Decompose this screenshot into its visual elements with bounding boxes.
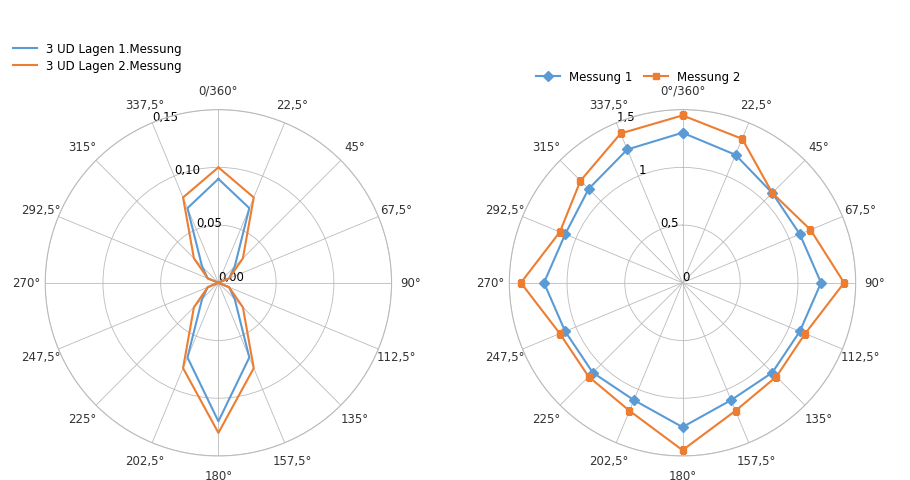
Legend: 3 UD Lagen 1.Messung, 3 UD Lagen 2.Messung: 3 UD Lagen 1.Messung, 3 UD Lagen 2.Messu… (10, 39, 186, 77)
3 UD Lagen 1.Messung (229, 297, 240, 302)
3 UD Lagen 1.Messung (213, 419, 224, 424)
3 UD Lagen 2.Messung (213, 280, 224, 286)
3 UD Lagen 1.Messung (213, 280, 224, 286)
3 UD Lagen 2.Messung (188, 256, 199, 262)
Messung 2 (515, 280, 526, 286)
Messung 2 (583, 374, 594, 380)
3 UD Lagen 2.Messung (238, 305, 248, 311)
3 UD Lagen 1.Messung (224, 285, 235, 290)
Line: 3 UD Lagen 1.Messung: 3 UD Lagen 1.Messung (187, 180, 249, 421)
Messung 1 (539, 280, 550, 286)
Messung 1 (622, 147, 632, 153)
3 UD Lagen 1.Messung (213, 280, 224, 286)
3 UD Lagen 2.Messung (213, 165, 224, 171)
3 UD Lagen 1.Messung (202, 285, 213, 290)
Messung 2 (624, 408, 635, 414)
3 UD Lagen 1.Messung (224, 276, 235, 282)
Messung 1 (794, 329, 805, 335)
3 UD Lagen 1.Messung (197, 297, 207, 302)
Messung 2 (730, 408, 741, 414)
Messung 1 (677, 424, 688, 430)
Messung 1 (815, 280, 826, 286)
Messung 1 (560, 232, 571, 238)
3 UD Lagen 1.Messung (182, 206, 193, 212)
3 UD Lagen 2.Messung (213, 430, 224, 436)
Messung 1 (767, 191, 778, 196)
Messung 1 (677, 131, 688, 136)
Messung 1 (587, 370, 598, 376)
Messung 2 (737, 137, 748, 143)
3 UD Lagen 2.Messung (224, 285, 235, 290)
Line: Messung 2: Messung 2 (518, 113, 847, 454)
3 UD Lagen 2.Messung (238, 256, 248, 262)
Messung 1 (730, 153, 741, 158)
Legend: Messung 1, Messung 2: Messung 1, Messung 2 (532, 67, 744, 87)
3 UD Lagen 2.Messung (177, 365, 188, 371)
3 UD Lagen 2.Messung (248, 365, 259, 371)
3 UD Lagen 1.Messung (213, 177, 224, 182)
Messung 1 (677, 131, 688, 136)
3 UD Lagen 1.Messung (182, 355, 193, 360)
3 UD Lagen 1.Messung (213, 177, 224, 182)
3 UD Lagen 2.Messung (202, 285, 213, 290)
Messung 1 (767, 370, 778, 376)
3 UD Lagen 2.Messung (224, 276, 235, 282)
Messung 2 (677, 113, 688, 119)
3 UD Lagen 2.Messung (248, 195, 259, 201)
Messung 1 (560, 329, 571, 335)
3 UD Lagen 2.Messung (213, 165, 224, 171)
3 UD Lagen 2.Messung (213, 280, 224, 286)
Messung 2 (554, 331, 565, 337)
Messung 2 (615, 132, 626, 137)
3 UD Lagen 1.Messung (244, 355, 255, 360)
3 UD Lagen 1.Messung (197, 264, 207, 270)
3 UD Lagen 1.Messung (229, 264, 240, 270)
3 UD Lagen 2.Messung (177, 195, 188, 201)
Messung 2 (575, 179, 586, 184)
3 UD Lagen 2.Messung (188, 305, 199, 311)
Messung 2 (767, 191, 778, 196)
Messung 2 (771, 374, 782, 380)
Messung 2 (805, 228, 816, 233)
Line: 3 UD Lagen 2.Messung: 3 UD Lagen 2.Messung (183, 168, 254, 433)
Messung 1 (583, 187, 594, 192)
Messung 2 (677, 113, 688, 119)
Messung 1 (794, 232, 805, 238)
Line: Messung 1: Messung 1 (541, 130, 824, 431)
3 UD Lagen 2.Messung (202, 276, 213, 282)
Messung 2 (839, 280, 850, 286)
Messung 2 (554, 229, 565, 235)
Messung 1 (725, 397, 736, 403)
Messung 2 (800, 331, 811, 337)
Messung 2 (677, 447, 688, 453)
3 UD Lagen 1.Messung (244, 206, 255, 212)
Messung 1 (629, 397, 640, 403)
3 UD Lagen 1.Messung (202, 276, 213, 282)
